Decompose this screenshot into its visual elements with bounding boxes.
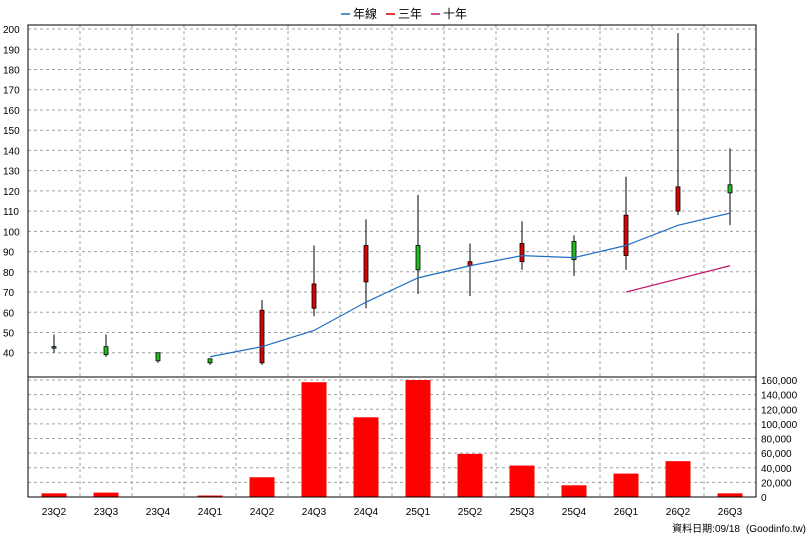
legend-label: 三年 (398, 7, 422, 21)
moving-average-lines (209, 212, 731, 358)
price-tick-label: 140 (3, 146, 20, 157)
volume-bar (93, 492, 119, 497)
price-tick-label: 80 (3, 268, 15, 279)
candle-body (623, 214, 629, 257)
x-tick-label: 25Q3 (510, 507, 535, 518)
candle-body (727, 184, 733, 194)
x-tick-label: 24Q1 (198, 507, 223, 518)
volume-bar (509, 465, 535, 497)
x-tick-label: 26Q3 (718, 507, 743, 518)
price-tick-label: 170 (3, 86, 20, 97)
legend-label: 十年 (443, 7, 467, 21)
x-tick-label: 26Q1 (614, 507, 639, 518)
price-tick-label: 180 (3, 66, 20, 77)
price-tick-label: 120 (3, 187, 20, 198)
x-tick-label: 25Q2 (458, 507, 483, 518)
footer-source: (Goodinfo.tw) (746, 524, 806, 535)
chart-legend: 年線 三年 十年 (341, 6, 467, 21)
x-tick-label: 24Q2 (250, 507, 275, 518)
price-tick-label: 100 (3, 227, 20, 238)
x-tick-label: 25Q1 (406, 507, 431, 518)
volume-tick-label: 80,000 (761, 435, 792, 446)
volume-bar (353, 417, 379, 497)
plot-frame (27, 24, 757, 498)
price-tick-label: 200 (3, 25, 20, 36)
volume-tick-label: 100,000 (761, 420, 798, 431)
candle-body (311, 283, 317, 309)
x-tick-label: 25Q4 (562, 507, 587, 518)
volume-tick-label: 160,000 (761, 376, 798, 387)
plot-border (27, 24, 757, 498)
x-axis: 23Q2 23Q3 23Q4 24Q1 24Q2 24Q3 24Q4 25Q1 25Q2 25Q3… (42, 507, 743, 518)
volume-bar (197, 495, 223, 497)
price-tick-label: 190 (3, 45, 20, 56)
candle-body (51, 346, 57, 349)
volume-bar (41, 493, 67, 497)
footer-data-date: 資料日期:09/18 (Goodinfo.tw) (672, 522, 806, 535)
candle-body (519, 243, 525, 263)
volume-bar (561, 485, 587, 497)
volume-tick-label: 0 (761, 493, 767, 504)
price-tick-label: 110 (3, 207, 19, 218)
line-十年 (625, 265, 731, 293)
candle-body (103, 346, 109, 356)
price-tick-label: 70 (3, 288, 15, 299)
candle-body (363, 245, 369, 283)
footer-date-label: 資料日期: (672, 522, 715, 535)
volume-tick-label: 120,000 (761, 405, 798, 416)
footer-date-value: 09/18 (715, 524, 740, 535)
volume-bar (457, 453, 483, 497)
x-tick-label: 23Q4 (146, 507, 171, 518)
volume-bar (613, 473, 639, 497)
volume-bar (301, 382, 327, 497)
volume-tick-label: 60,000 (761, 449, 792, 460)
price-tick-label: 160 (3, 106, 20, 117)
legend-label: 年線 (353, 6, 377, 21)
volume-tick-label: 20,000 (761, 478, 792, 489)
volume-bar (249, 477, 275, 497)
volume-bar (665, 461, 691, 497)
candle-body (207, 358, 213, 364)
price-axis: 40 50 60 70 80 90 100 110 120 130 140 150 160 170 180 1… (3, 25, 20, 360)
price-tick-label: 50 (3, 328, 15, 339)
candle-body (675, 186, 681, 212)
grid-lines (28, 25, 756, 498)
volume-bar (405, 380, 431, 497)
candle-body (415, 245, 421, 271)
x-tick-label: 26Q2 (666, 507, 691, 518)
candle-body (259, 309, 265, 364)
volume-tick-label: 140,000 (761, 391, 798, 402)
x-tick-label: 24Q3 (302, 507, 327, 518)
volume-bar (717, 493, 743, 497)
price-tick-label: 150 (3, 126, 20, 137)
price-tick-label: 60 (3, 308, 15, 319)
volume-bars (41, 380, 743, 498)
price-tick-label: 130 (3, 167, 20, 178)
line-年線 (209, 212, 731, 358)
price-tick-label: 90 (3, 248, 15, 259)
volume-tick-label: 40,000 (761, 464, 792, 475)
price-tick-label: 40 (3, 349, 15, 360)
candle-body (571, 241, 577, 261)
x-tick-label: 23Q2 (42, 507, 67, 518)
candlesticks (51, 33, 733, 365)
candle-body (155, 352, 161, 362)
volume-axis: 0 20,000 40,000 60,000 80,000 100,000 120,000 1… (761, 376, 798, 504)
x-tick-label: 23Q3 (94, 507, 119, 518)
x-tick-label: 24Q4 (354, 507, 379, 518)
